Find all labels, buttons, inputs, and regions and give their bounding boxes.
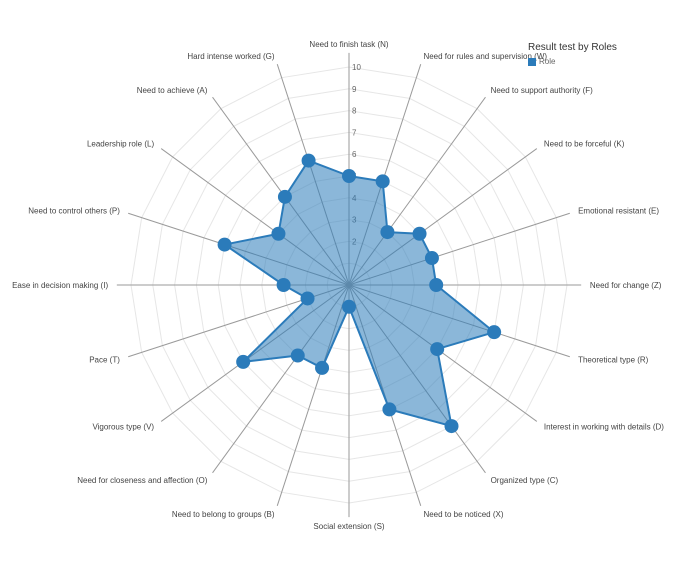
data-point [412,226,427,241]
radial-tick-label: 8 [352,107,357,116]
radial-tick-label: 7 [352,128,357,137]
series-area [223,159,496,428]
data-point [342,169,356,183]
category-label: Ease in decision making (I) [12,281,108,290]
category-label: Theoretical type (R) [578,355,649,364]
legend-swatch [528,57,536,66]
data-point [342,299,356,314]
data-point [277,189,292,204]
category-label: Social extension (S) [313,522,384,531]
category-label: Emotional resistant (E) [578,207,659,216]
data-point [444,419,459,434]
radial-tick-label: 6 [352,150,357,159]
data-point [271,226,286,241]
data-point [290,348,305,363]
data-point [301,153,316,168]
data-point [300,291,315,306]
category-label: Need to control others (P) [28,207,120,216]
category-label: Need to achieve (A) [137,86,208,95]
category-label: Organized type (C) [491,476,559,485]
category-label: Need for closeness and affection (O) [77,476,207,485]
category-label: Need to be noticed (X) [423,510,503,519]
category-label: Vigorous type (V) [92,423,154,432]
data-point [430,342,445,357]
category-label: Need to be forceful (K) [544,139,625,148]
data-point [429,278,444,292]
data-point [375,174,390,189]
category-label: Pace (T) [89,355,120,364]
series-role [217,153,502,434]
category-label: Interest in working with details (D) [544,423,664,432]
category-label: Need for rules and supervision (W) [423,52,547,61]
category-label: Leadership role (L) [87,139,154,148]
data-point [276,278,291,292]
legend-title: Result test by Roles [528,42,617,53]
legend-item-role[interactable]: Role [528,57,617,66]
data-point [315,360,330,375]
data-point [424,251,439,266]
category-label: Need to finish task (N) [309,40,388,49]
radial-tick-label: 9 [352,85,357,94]
data-point [236,354,251,369]
category-label: Hard intense worked (G) [187,52,274,61]
category-label: Need for change (Z) [590,281,662,290]
legend: Result test by Roles Role [528,42,617,66]
category-labels: Need to finish task (N) Need for rules an… [12,40,664,531]
data-point [487,325,502,340]
legend-item-label: Role [539,57,556,66]
data-point [382,402,397,417]
category-label: Need to belong to groups (B) [172,510,275,519]
radial-tick-label: 10 [352,63,361,72]
category-label: Need to support authority (F) [491,86,594,95]
data-point [380,225,395,240]
data-point [217,237,232,252]
